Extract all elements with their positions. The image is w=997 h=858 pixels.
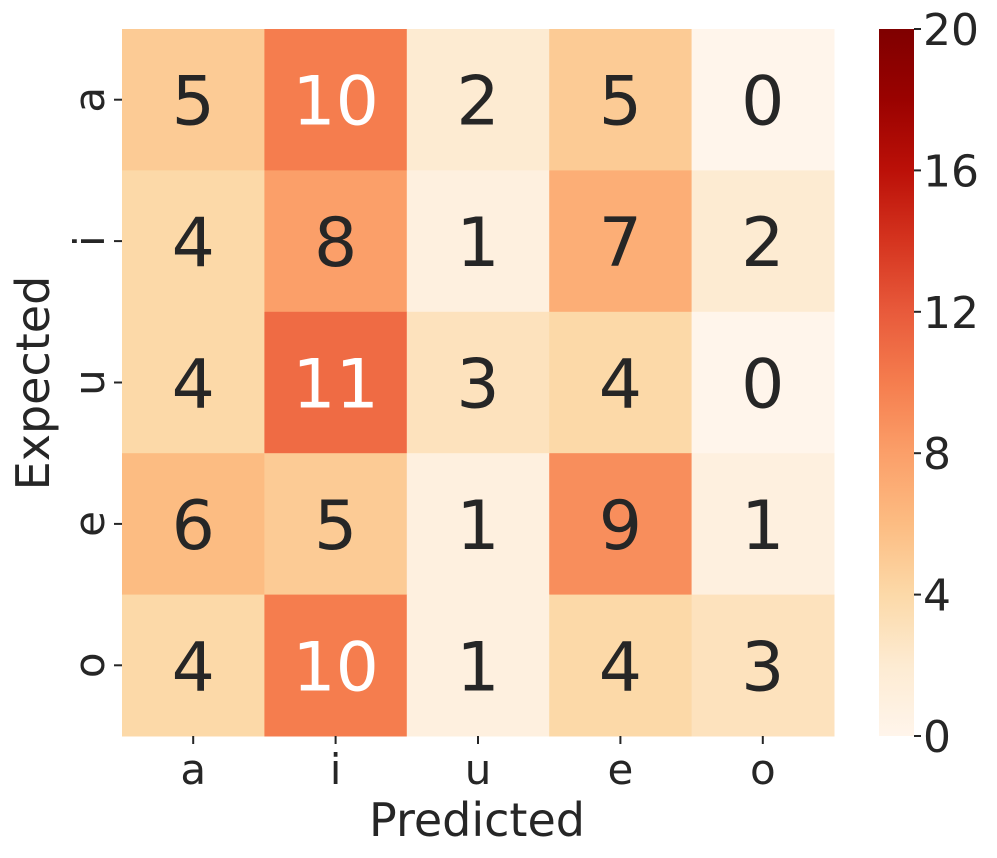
heatmap-cell bbox=[691, 29, 835, 171]
x-tick-label: u bbox=[465, 745, 492, 794]
cell-value-label: 1 bbox=[741, 487, 784, 566]
heatmap-cell bbox=[691, 594, 835, 737]
x-tick-label: i bbox=[330, 745, 342, 794]
cell-value-label: 5 bbox=[314, 487, 357, 566]
cell-value-label: 4 bbox=[599, 628, 642, 707]
heatmap-cell bbox=[122, 29, 265, 171]
heatmap-cell bbox=[406, 594, 550, 737]
y-axis-label: Expected bbox=[6, 276, 60, 491]
heatmap-cell bbox=[549, 453, 693, 596]
cell-value-label: 10 bbox=[292, 628, 379, 707]
colorbar-tick-label: 4 bbox=[923, 571, 951, 622]
y-tick-label: a bbox=[65, 87, 114, 113]
x-tick-label: e bbox=[607, 745, 633, 794]
x-tick-label: o bbox=[750, 745, 776, 794]
heatmap-cell bbox=[549, 311, 693, 454]
cell-value-label: 6 bbox=[172, 487, 215, 566]
cell-value-label: 1 bbox=[456, 628, 499, 707]
cell-value-label: 10 bbox=[292, 63, 379, 142]
heatmap-cell bbox=[406, 170, 550, 313]
cell-value-label: 2 bbox=[741, 204, 784, 283]
y-tick-label: o bbox=[65, 652, 114, 678]
cell-value-label: 4 bbox=[172, 628, 215, 707]
heatmap-cell bbox=[549, 170, 693, 313]
cell-value-label: 11 bbox=[292, 346, 379, 425]
heatmap-cell bbox=[406, 29, 550, 171]
cell-value-label: 9 bbox=[599, 487, 642, 566]
cell-value-label: 5 bbox=[599, 63, 642, 142]
colorbar-tick-label: 8 bbox=[923, 429, 951, 480]
colorbar-ticks: 0 4 8 12 16 20 bbox=[914, 5, 979, 763]
cell-value-label: 7 bbox=[599, 204, 642, 283]
x-tick-label: a bbox=[180, 745, 206, 794]
heatmap-cell bbox=[122, 453, 265, 596]
cell-value-label: 4 bbox=[172, 204, 215, 283]
heatmap-cell bbox=[691, 170, 835, 313]
heatmap-cell bbox=[406, 453, 550, 596]
heatmap-cell bbox=[549, 29, 693, 171]
heatmap-cell bbox=[122, 311, 265, 454]
cell-value-label: 1 bbox=[456, 487, 499, 566]
colorbar-tick-label: 16 bbox=[923, 146, 979, 197]
y-tick-label: u bbox=[65, 369, 114, 396]
cell-value-label: 3 bbox=[741, 628, 784, 707]
cell-value-label: 3 bbox=[456, 346, 499, 425]
y-axis-ticks: a i u e o bbox=[65, 87, 122, 678]
cell-value-label: 4 bbox=[599, 346, 642, 425]
cell-annotations: 5 10 2 5 0 4 8 1 7 2 4 11 3 4 0 6 5 1 9 1 4 10 1 4 3 bbox=[172, 63, 785, 708]
heatmap-cell bbox=[122, 594, 265, 737]
colorbar bbox=[879, 29, 914, 736]
y-tick-label: i bbox=[65, 235, 114, 247]
heatmap-cell bbox=[122, 170, 265, 313]
heatmap-cell bbox=[264, 453, 408, 596]
cell-value-label: 5 bbox=[172, 63, 215, 142]
y-tick-label: e bbox=[65, 511, 114, 537]
heatmap-cell bbox=[691, 453, 835, 596]
cell-value-label: 0 bbox=[741, 346, 784, 425]
heatmap-cell bbox=[264, 170, 408, 313]
colorbar-tick-label: 0 bbox=[923, 712, 951, 763]
cell-value-label: 8 bbox=[314, 204, 357, 283]
cell-value-label: 4 bbox=[172, 346, 215, 425]
heatmap-cells bbox=[122, 29, 835, 737]
cell-value-label: 0 bbox=[741, 63, 784, 142]
colorbar-tick-label: 20 bbox=[923, 5, 979, 56]
heatmap-cell bbox=[691, 311, 835, 454]
cell-value-label: 1 bbox=[456, 204, 499, 283]
x-axis-label: Predicted bbox=[369, 793, 585, 847]
heatmap-cell bbox=[264, 29, 408, 171]
colorbar-tick-label: 12 bbox=[923, 288, 979, 339]
heatmap-cell bbox=[406, 311, 550, 454]
cell-value-label: 2 bbox=[456, 63, 499, 142]
heatmap-cell bbox=[549, 594, 693, 737]
heatmap-cell bbox=[264, 311, 408, 454]
heatmap-cell bbox=[264, 594, 408, 737]
